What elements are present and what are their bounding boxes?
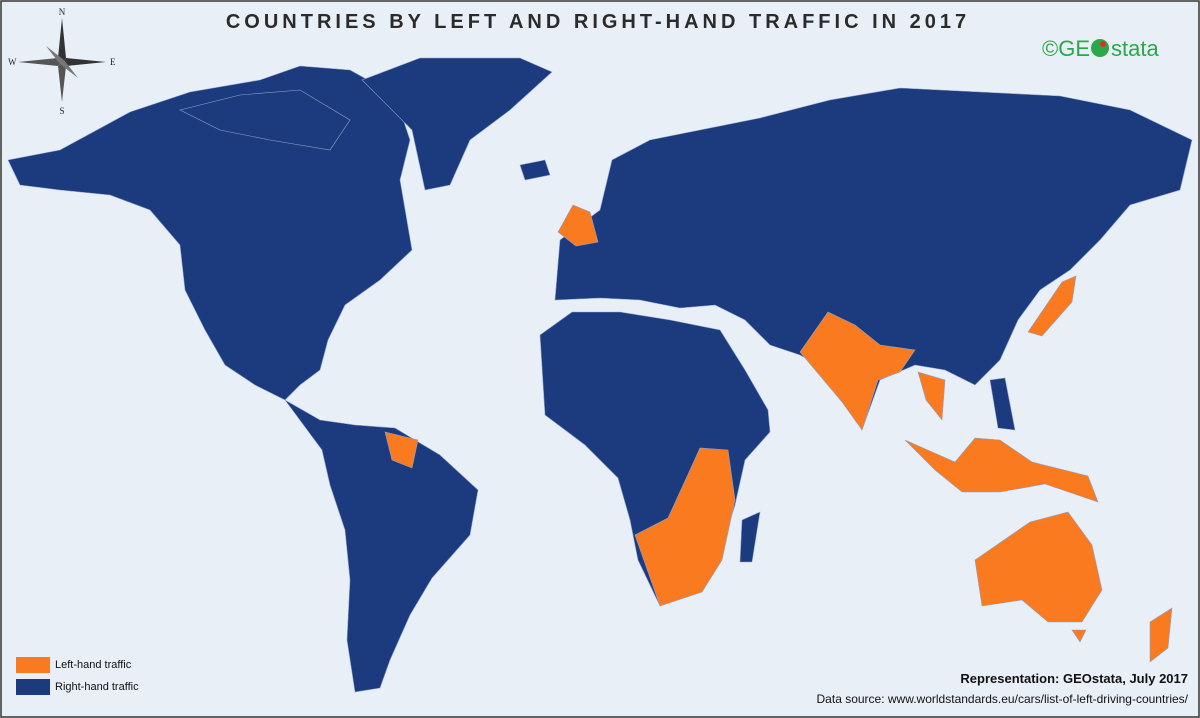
legend-label: Right-hand traffic bbox=[55, 681, 139, 693]
iceland bbox=[519, 159, 551, 181]
data-source: Data source: www.worldstandards.eu/cars/… bbox=[817, 692, 1189, 706]
compass-east: E bbox=[110, 57, 116, 67]
compass-arrow bbox=[60, 60, 78, 78]
madagascar bbox=[739, 511, 761, 563]
compass-arrow bbox=[46, 46, 64, 64]
arctic-islands bbox=[179, 89, 351, 151]
legend: Left-hand traffic Right-hand traffic bbox=[16, 657, 139, 695]
japan bbox=[1027, 275, 1077, 337]
logo-globe bbox=[1091, 39, 1109, 57]
australia bbox=[974, 511, 1103, 623]
compass: N E S W bbox=[8, 7, 116, 116]
greenland bbox=[361, 57, 553, 191]
compass-arrow bbox=[58, 62, 66, 102]
tasmania bbox=[1071, 629, 1087, 643]
south-asia bbox=[799, 311, 916, 431]
map-title: COUNTRIES BY LEFT AND RIGHT-HAND TRAFFIC… bbox=[226, 11, 970, 33]
southern-africa bbox=[634, 447, 736, 607]
logo-suffix: stata bbox=[1111, 36, 1159, 61]
compass-north: N bbox=[59, 7, 66, 17]
thailand bbox=[917, 371, 946, 421]
south-america bbox=[284, 399, 479, 693]
north-america bbox=[7, 65, 413, 401]
legend-label: Left-hand traffic bbox=[55, 659, 132, 671]
compass-arrow bbox=[58, 18, 66, 62]
legend-swatch bbox=[16, 657, 50, 673]
indonesia-malaysia bbox=[904, 437, 1099, 503]
compass-arrow bbox=[18, 58, 62, 66]
new-zealand bbox=[1149, 607, 1173, 663]
compass-arrow bbox=[62, 58, 106, 66]
guyana-suriname bbox=[384, 431, 419, 469]
legend-swatch bbox=[16, 679, 50, 695]
eurasia bbox=[554, 87, 1193, 431]
united-kingdom-ireland bbox=[557, 204, 599, 247]
map-land bbox=[7, 57, 1193, 693]
logo-pin bbox=[1100, 41, 1106, 47]
compass-south: S bbox=[59, 106, 64, 116]
logo-prefix: ©GE bbox=[1042, 36, 1090, 61]
philippines bbox=[989, 377, 1016, 431]
compass-west: W bbox=[8, 57, 17, 67]
logo: ©GE stata bbox=[1042, 36, 1159, 61]
credit: Representation: GEOstata, July 2017 bbox=[960, 671, 1188, 686]
